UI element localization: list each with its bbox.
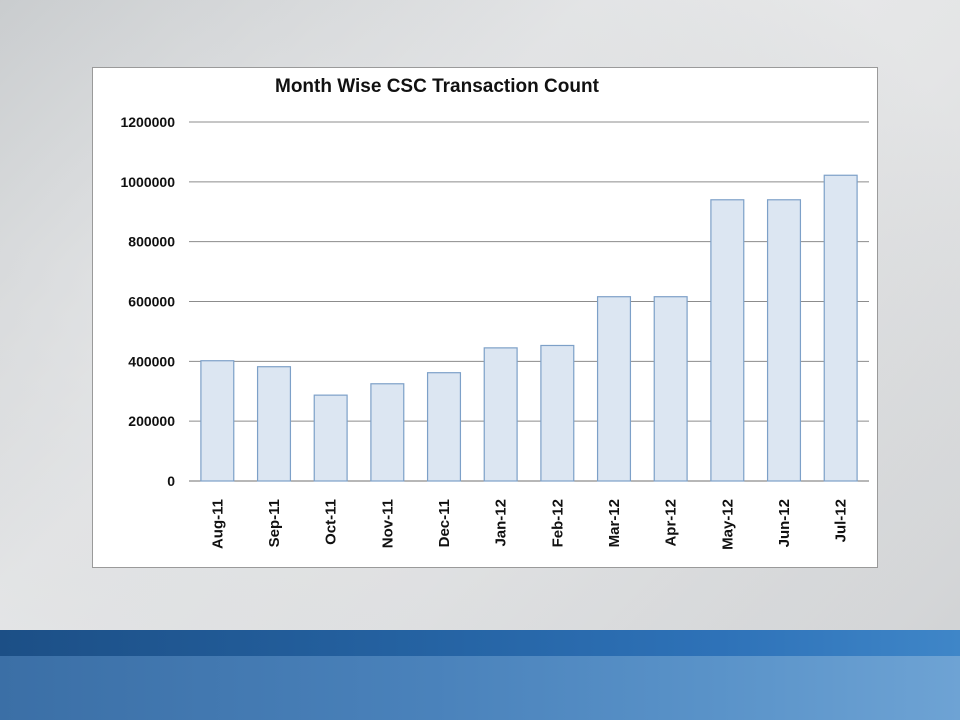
y-tick-label: 800000 <box>128 234 175 250</box>
x-tick-label: Apr-12 <box>663 499 680 547</box>
bar-oct-11 <box>313 394 348 482</box>
y-tick-label: 200000 <box>128 413 175 429</box>
chart-panel: Month Wise CSC Transaction Count 0 200000… <box>92 67 878 568</box>
x-tick-label: Oct-11 <box>323 499 340 545</box>
footer-band-bottom <box>0 656 960 720</box>
bar-jun-12 <box>766 199 802 482</box>
bar-aug-11 <box>200 360 235 482</box>
gridlines <box>189 121 869 482</box>
bar-jan-12 <box>483 347 518 482</box>
bar-mar-12 <box>596 296 632 482</box>
x-tick-label: Jan-12 <box>493 499 510 547</box>
x-tick-label: Jun-12 <box>776 499 793 547</box>
bars <box>200 174 858 482</box>
footer-band <box>0 630 960 720</box>
chart-title: Month Wise CSC Transaction Count <box>275 76 600 97</box>
x-tick-label: Nov-11 <box>379 499 396 548</box>
x-tick-label: Dec-11 <box>436 499 453 547</box>
x-tick-label: Sep-11 <box>266 499 283 547</box>
x-axis-category-labels: Aug-11 Sep-11 Oct-11 Nov-11 Dec-11 Jan-12 Feb-… <box>209 499 849 550</box>
y-tick-label: 600000 <box>128 294 175 310</box>
x-tick-label: Aug-11 <box>209 499 226 549</box>
footer-band-top <box>0 630 960 656</box>
x-tick-label: Jul-12 <box>833 499 850 542</box>
bar-feb-12 <box>540 344 575 482</box>
bar-nov-11 <box>370 383 405 482</box>
y-tick-label: 1200000 <box>120 114 175 130</box>
y-tick-label: 400000 <box>128 353 175 369</box>
bar-may-12 <box>710 199 745 482</box>
y-axis-tick-labels: 0 200000 400000 600000 800000 1000000 1200000 <box>120 114 175 489</box>
x-tick-label: Mar-12 <box>606 499 623 547</box>
x-tick-label: May-12 <box>719 499 736 550</box>
bar-jul-12 <box>823 174 858 482</box>
bar-chart: Month Wise CSC Transaction Count 0 200000… <box>120 76 869 550</box>
x-tick-label: Feb-12 <box>549 499 566 547</box>
y-tick-label: 0 <box>167 473 175 489</box>
bar-dec-11 <box>426 372 462 482</box>
bar-apr-12 <box>653 296 688 482</box>
bar-sep-11 <box>256 366 292 482</box>
y-tick-label: 1000000 <box>120 174 175 190</box>
